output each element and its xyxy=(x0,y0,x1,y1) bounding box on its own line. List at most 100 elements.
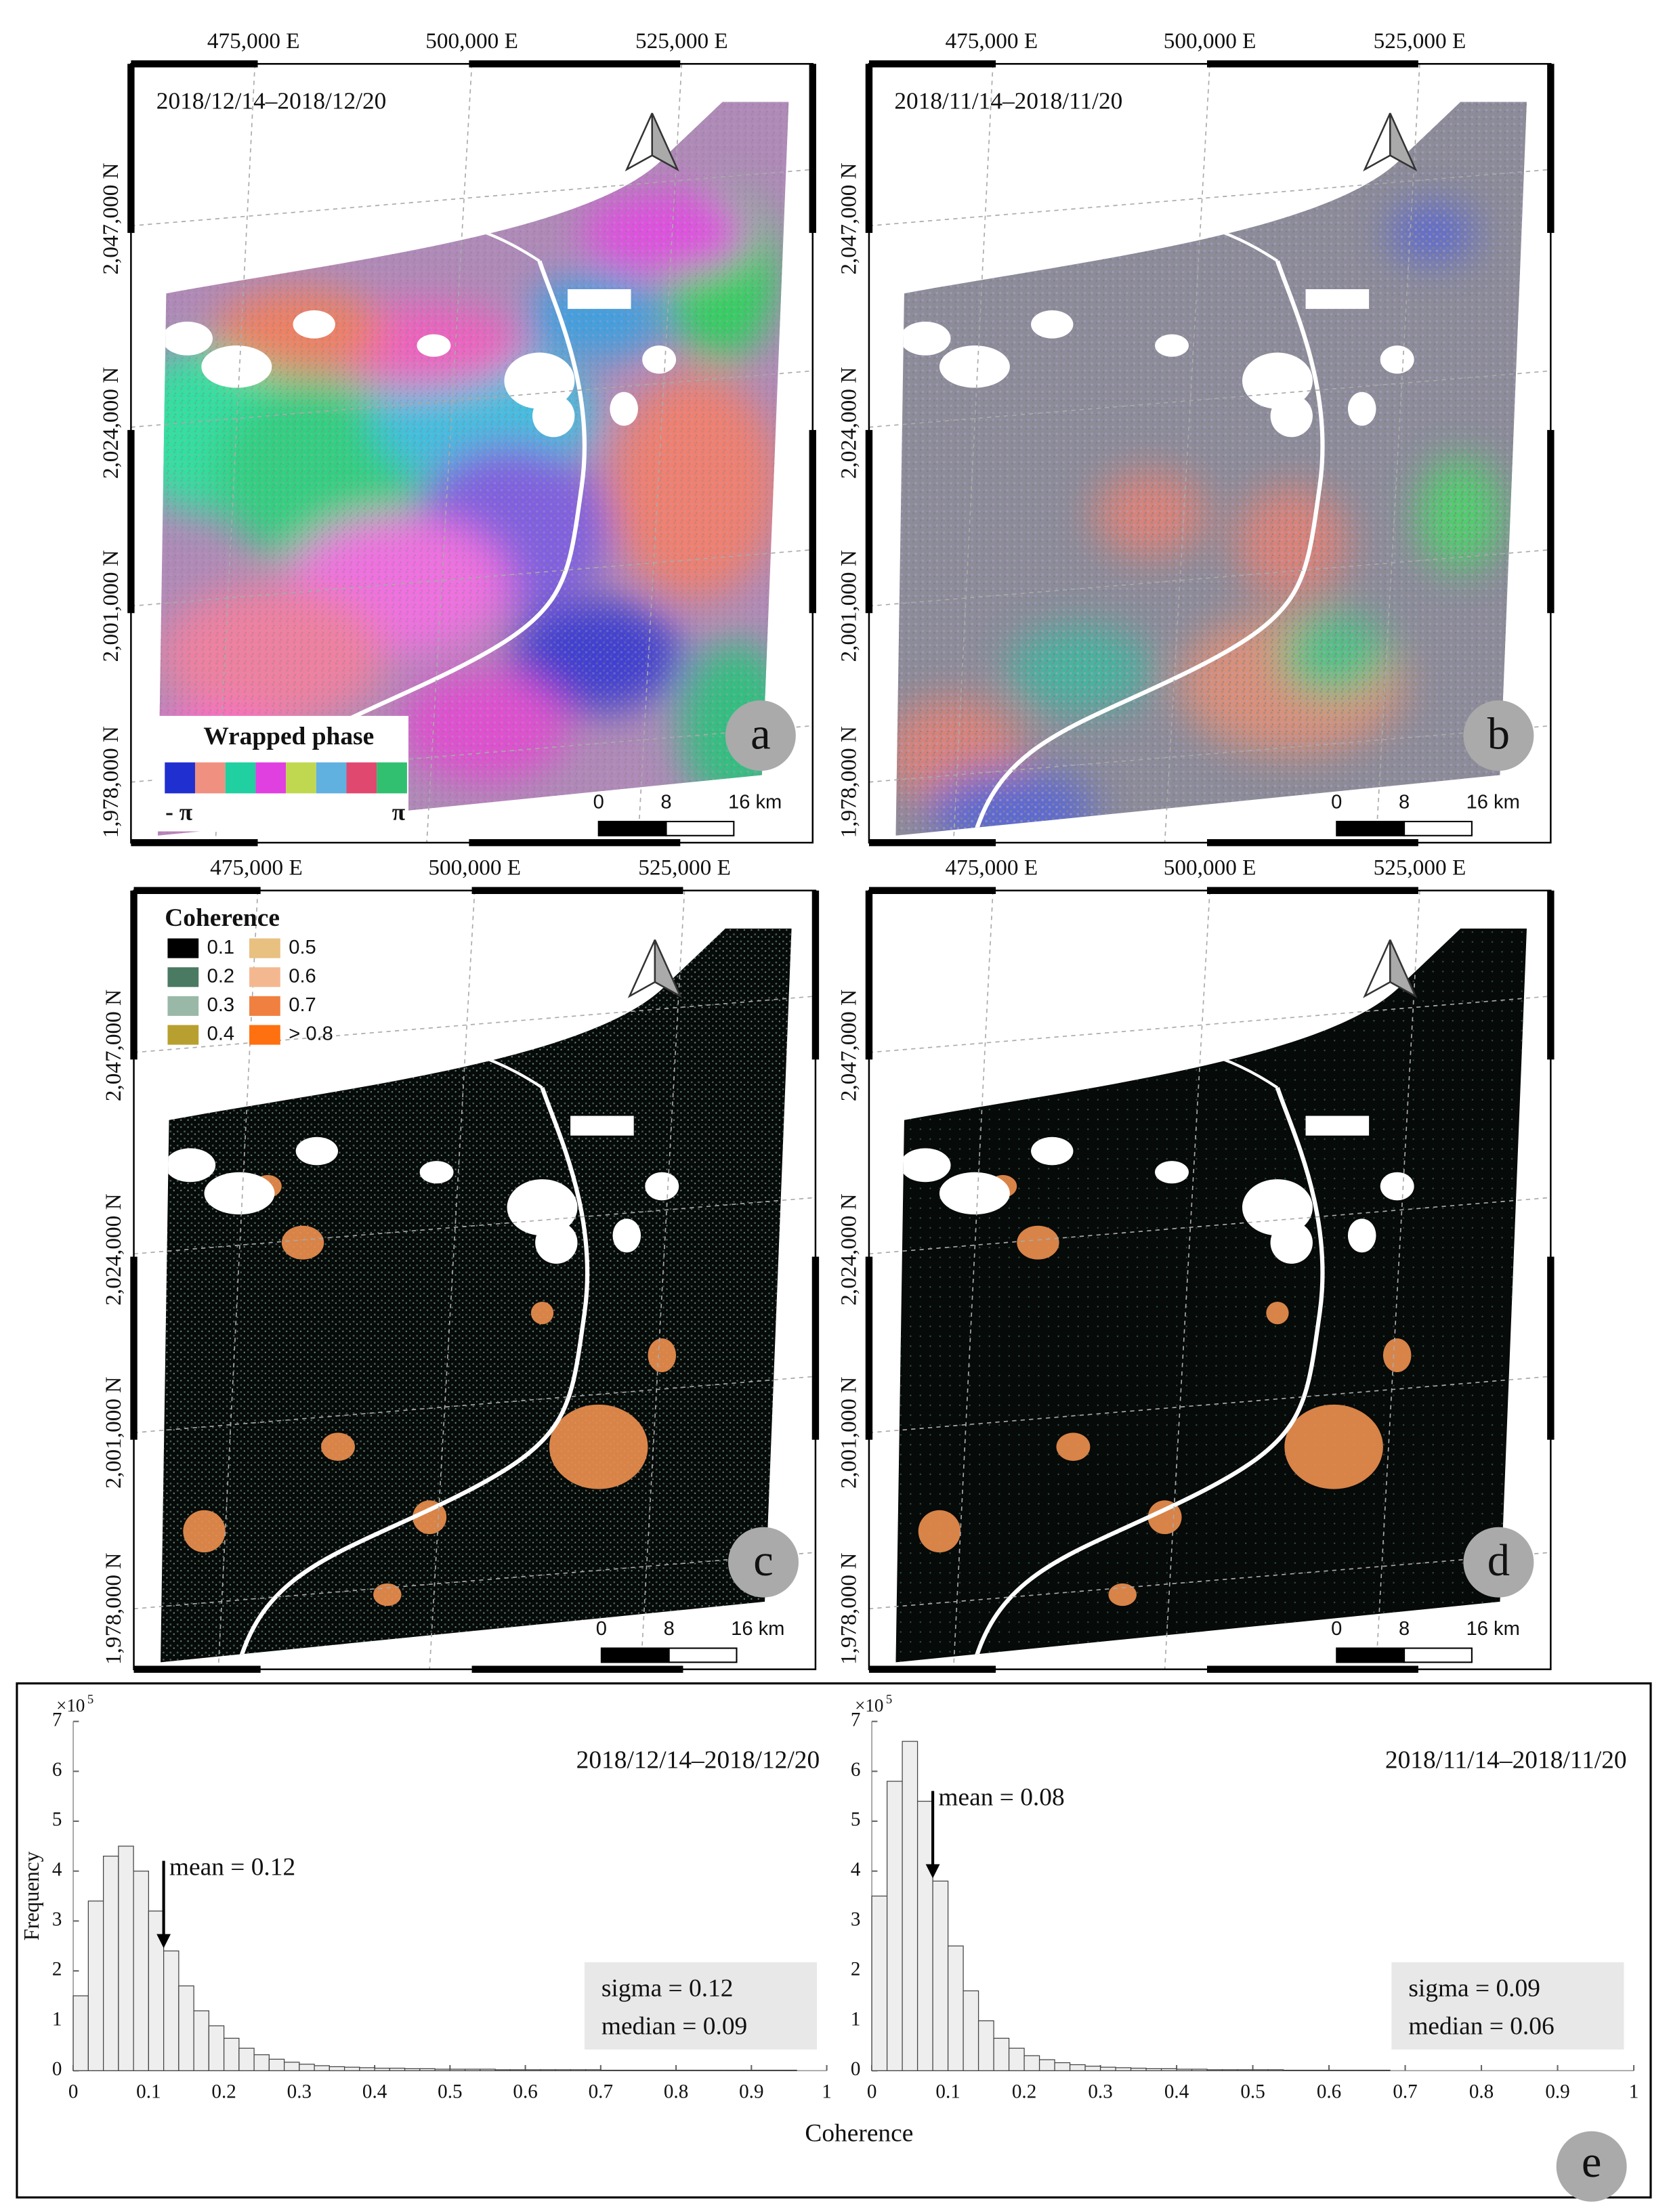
graticule xyxy=(868,1376,1551,1434)
histogram-bar xyxy=(1343,2069,1360,2071)
image-noise xyxy=(161,929,792,1663)
graticule xyxy=(868,1197,1551,1255)
histogram-bar xyxy=(223,2037,240,2071)
histogram-bar xyxy=(87,1900,104,2071)
histogram-bar xyxy=(359,2067,375,2071)
graticule xyxy=(217,890,259,1669)
histogram-bar xyxy=(1160,2068,1177,2071)
urban-area xyxy=(373,1583,402,1607)
histogram-bar xyxy=(1099,2066,1116,2071)
northing-label: 1,978,000 N xyxy=(837,1553,862,1665)
median-label: median = 0.09 xyxy=(601,2013,747,2041)
panel-letter-badge xyxy=(728,1527,799,1598)
legend-max: π xyxy=(392,799,405,826)
histogram-bar xyxy=(1008,2047,1025,2071)
map-image xyxy=(895,929,1527,1663)
graticule xyxy=(131,169,813,227)
water xyxy=(1155,1161,1189,1184)
histogram-bar xyxy=(615,2069,631,2071)
north-arrow xyxy=(654,939,682,998)
legend-swatch xyxy=(167,1025,199,1045)
north-arrow xyxy=(1389,939,1418,998)
legend-swatch xyxy=(249,967,280,987)
map-panel: 475,000 E 500,000 E 525,000 E 2,047,000 N 2,… xyxy=(837,855,1555,1673)
y-multiplier: ×10 xyxy=(855,1695,883,1716)
legend-label: > 0.8 xyxy=(289,1023,333,1045)
scale-label: 16 km xyxy=(731,1618,784,1640)
urban-area xyxy=(281,1225,324,1260)
mean-label: mean = 0.12 xyxy=(169,1854,295,1881)
graticule xyxy=(640,890,685,1669)
histogram-bar xyxy=(721,2069,737,2071)
x-tick-label: 0.3 xyxy=(1088,2081,1112,2102)
water xyxy=(567,289,631,310)
urban-area xyxy=(1108,1583,1137,1607)
x-tick-label: 0 xyxy=(68,2081,79,2102)
scale-label: 16 km xyxy=(1466,1618,1520,1640)
histogram-bar xyxy=(736,2069,752,2071)
histogram-bar xyxy=(1023,2055,1040,2071)
urban-area xyxy=(1056,1432,1091,1461)
y-tick-label: 2 xyxy=(52,1959,62,1980)
panel-letter-badge xyxy=(725,700,796,771)
panel-letter-badge xyxy=(1556,2131,1627,2202)
water xyxy=(1305,289,1370,310)
graticule xyxy=(131,549,813,607)
x-tick-label: 0.9 xyxy=(1545,2081,1569,2102)
water xyxy=(1031,310,1074,339)
histogram-bar xyxy=(480,2068,496,2071)
x-tick-label: 0.8 xyxy=(1469,2081,1494,2102)
water xyxy=(417,334,451,357)
histogram-bar xyxy=(1313,2069,1330,2071)
histogram-bar xyxy=(600,2069,616,2071)
urban-area xyxy=(1382,1338,1412,1372)
water xyxy=(293,310,335,339)
x-tick-label: 0.5 xyxy=(438,2081,462,2102)
easting-label: 525,000 E xyxy=(1374,855,1466,880)
histogram-bar xyxy=(902,1741,918,2071)
y-tick-label: 4 xyxy=(851,1858,861,1880)
histogram-bar xyxy=(947,1945,964,2071)
histogram-bar xyxy=(993,2037,1010,2071)
date-label: 2018/11/14–2018/11/20 xyxy=(1385,1747,1627,1774)
graticule xyxy=(133,1552,816,1610)
urban-area xyxy=(183,1510,226,1553)
water xyxy=(1380,345,1414,374)
y-tick-label: 5 xyxy=(52,1809,62,1831)
y-multiplier-exponent: 5 xyxy=(87,1693,93,1707)
easting-label: 475,000 E xyxy=(207,28,300,54)
stats-box xyxy=(1391,1962,1624,2050)
mean-arrow-head xyxy=(156,1934,171,1949)
histogram-bar xyxy=(1298,2069,1315,2071)
graticule xyxy=(215,64,256,843)
histogram-bar xyxy=(705,2069,722,2071)
easting-label: 500,000 E xyxy=(425,28,518,54)
graticule xyxy=(131,370,813,428)
northing-label: 1,978,000 N xyxy=(98,726,123,838)
y-tick-label: 1 xyxy=(851,2008,861,2030)
y-tick-label: 7 xyxy=(52,1709,62,1730)
y-tick-label: 3 xyxy=(52,1909,62,1930)
x-tick-label: 0.8 xyxy=(664,2081,688,2102)
histogram-bar xyxy=(343,2066,360,2071)
legend-swatch xyxy=(167,967,199,987)
histogram-bar xyxy=(1054,2062,1071,2071)
panel-letter: e xyxy=(1582,2137,1602,2187)
water xyxy=(610,391,638,426)
scale-label: 8 xyxy=(1399,1618,1410,1640)
x-tick-label: 0.5 xyxy=(1240,2081,1265,2102)
graticule xyxy=(429,890,476,1669)
median-label: median = 0.06 xyxy=(1408,2013,1554,2041)
graticule xyxy=(426,64,473,843)
x-tick-label: 0.2 xyxy=(211,2081,236,2102)
easting-label: 475,000 E xyxy=(946,855,1038,880)
histogram-bar xyxy=(1145,2068,1162,2071)
graticule xyxy=(868,549,1551,607)
legend-swatch xyxy=(249,996,280,1016)
histogram-bar xyxy=(932,1880,949,2071)
histogram-bar xyxy=(886,1781,903,2071)
date-label: 2018/12/14–2018/12/20 xyxy=(156,88,387,114)
water xyxy=(165,1148,216,1183)
easting-label: 475,000 E xyxy=(946,28,1038,54)
